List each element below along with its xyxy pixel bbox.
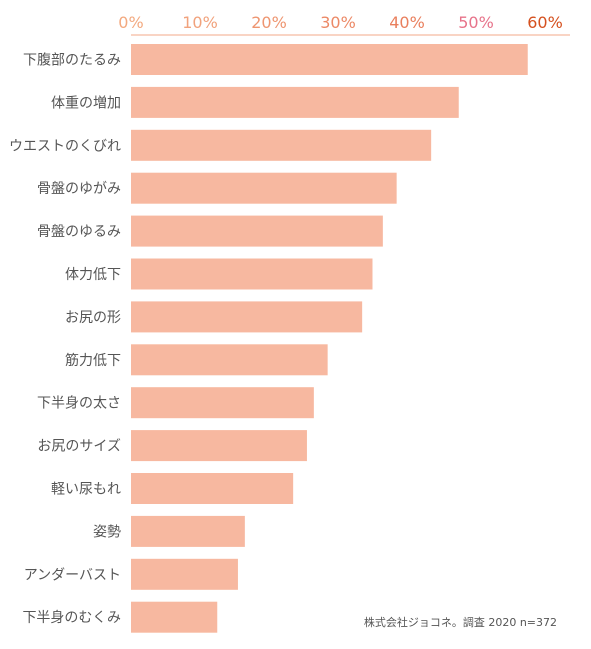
category-label: 体重の増加 [51, 95, 121, 111]
x-axis: 0% 10% 20% 30% 40% 50% 60% [118, 13, 570, 36]
category-label: 骨盤のゆるみ [37, 224, 121, 240]
category-label: 骨盤のゆがみ [37, 181, 121, 197]
category-label: お尻の形 [65, 310, 121, 326]
bar [131, 258, 373, 290]
bar [131, 86, 459, 118]
bar [131, 129, 432, 161]
category-label: 姿勢 [93, 524, 121, 540]
bar [131, 473, 294, 504]
bar [131, 601, 218, 633]
bar [131, 344, 328, 376]
bar [131, 301, 363, 333]
bar [131, 215, 383, 247]
category-label: 体力低下 [65, 267, 121, 283]
bar [131, 558, 238, 590]
category-labels: 下腹部のたるみ体重の増加ウエストのくびれ骨盤のゆがみ骨盤のゆるみ体力低下お尻の形… [9, 52, 121, 627]
category-label: ウエストのくびれ [9, 138, 121, 154]
x-tick-label: 50% [458, 13, 494, 32]
category-label: 下腹部のたるみ [23, 52, 121, 69]
source-note: 株式会社ジョコネ。調査 2020 n=372 [364, 615, 557, 629]
x-tick-label: 0% [118, 13, 143, 32]
bar [131, 430, 307, 462]
bar [131, 172, 397, 204]
bar [131, 387, 314, 419]
category-label: お尻のサイズ [37, 439, 121, 455]
bar [131, 44, 528, 75]
category-label: アンダーバスト [24, 567, 121, 583]
x-tick-label: 60% [527, 13, 563, 32]
x-tick-label: 40% [389, 13, 425, 32]
x-tick-label: 10% [182, 13, 218, 32]
category-label: 軽い尿もれ [51, 482, 121, 498]
category-label: 筋力低下 [65, 352, 121, 369]
category-label: 下半身のむくみ [22, 610, 121, 626]
x-tick-label: 30% [320, 13, 356, 32]
bars [131, 44, 528, 633]
bar [131, 515, 245, 547]
x-tick-label: 20% [251, 13, 287, 32]
category-label: 下半身の太さ [37, 396, 121, 412]
